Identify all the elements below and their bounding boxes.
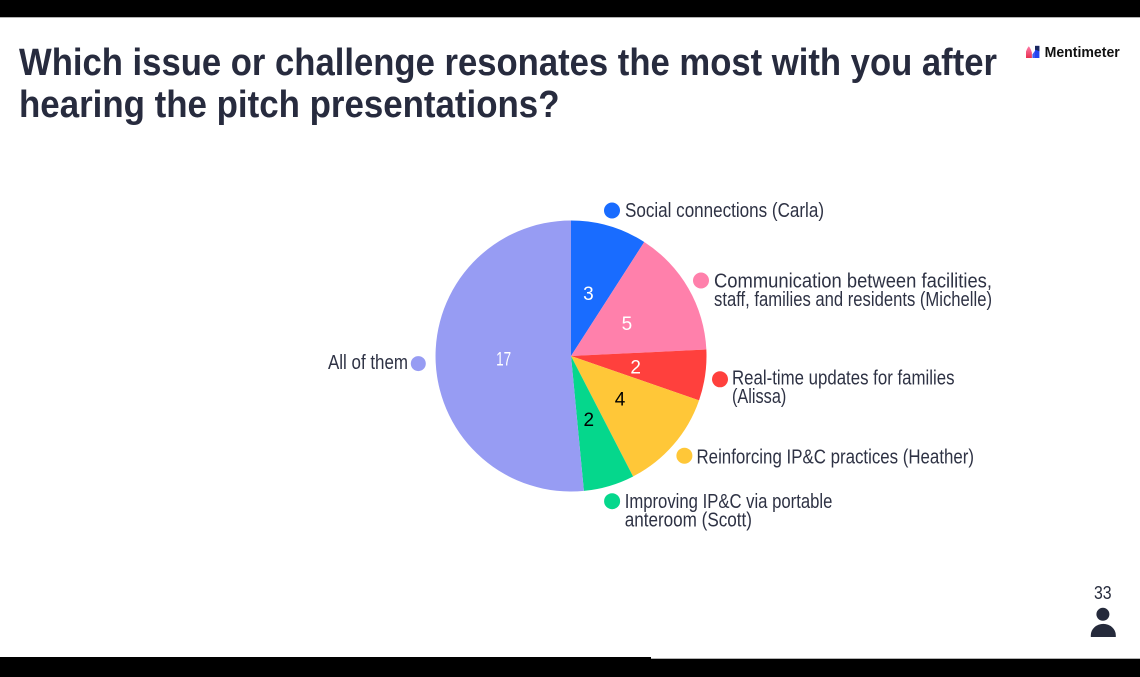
svg-text:hearing the pitch presentation: hearing the pitch presentations?: [19, 84, 560, 126]
svg-text:Real-time updates for families: Real-time updates for families: [732, 368, 955, 390]
svg-text:Which issue or challenge reson: Which issue or challenge resonates the m…: [19, 42, 997, 84]
svg-text:33: 33: [1094, 583, 1112, 603]
svg-text:4: 4: [615, 390, 626, 411]
svg-text:staff, families and residents: staff, families and residents (Michelle): [714, 289, 992, 311]
svg-text:3: 3: [583, 284, 594, 305]
svg-text:Communication between faciliti: Communication between facilities,: [714, 271, 992, 293]
svg-text:Social connections (Carla): Social connections (Carla): [625, 200, 824, 222]
svg-text:Mentimeter: Mentimeter: [1045, 44, 1120, 61]
svg-text:Improving IP&C via portable: Improving IP&C via portable: [625, 491, 833, 513]
svg-text:Reinforcing IP&C practices (He: Reinforcing IP&C practices (Heather): [697, 447, 975, 469]
svg-text:5: 5: [622, 314, 633, 335]
svg-text:anteroom (Scott): anteroom (Scott): [625, 510, 752, 532]
svg-text:All of them: All of them: [328, 352, 408, 374]
svg-text:2: 2: [630, 358, 641, 379]
svg-text:(Alissa): (Alissa): [732, 386, 786, 408]
svg-text:2: 2: [584, 410, 595, 431]
svg-text:17: 17: [496, 349, 511, 370]
